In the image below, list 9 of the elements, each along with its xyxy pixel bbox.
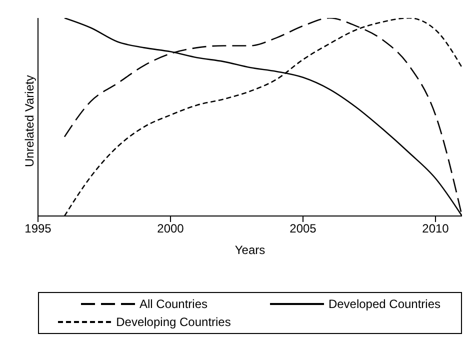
legend-label: Developed Countries <box>328 297 441 311</box>
legend-label: Developing Countries <box>116 315 231 329</box>
legend-label: All Countries <box>139 297 208 311</box>
x-tick-label: 1995 <box>24 222 52 236</box>
x-tick-label: 2005 <box>290 222 317 236</box>
x-tick-label: 2000 <box>157 222 184 236</box>
x-axis-title: Years <box>234 243 266 257</box>
x-tick-label: 2010 <box>422 222 450 236</box>
y-axis-title: Unrelated Variety <box>22 75 36 167</box>
